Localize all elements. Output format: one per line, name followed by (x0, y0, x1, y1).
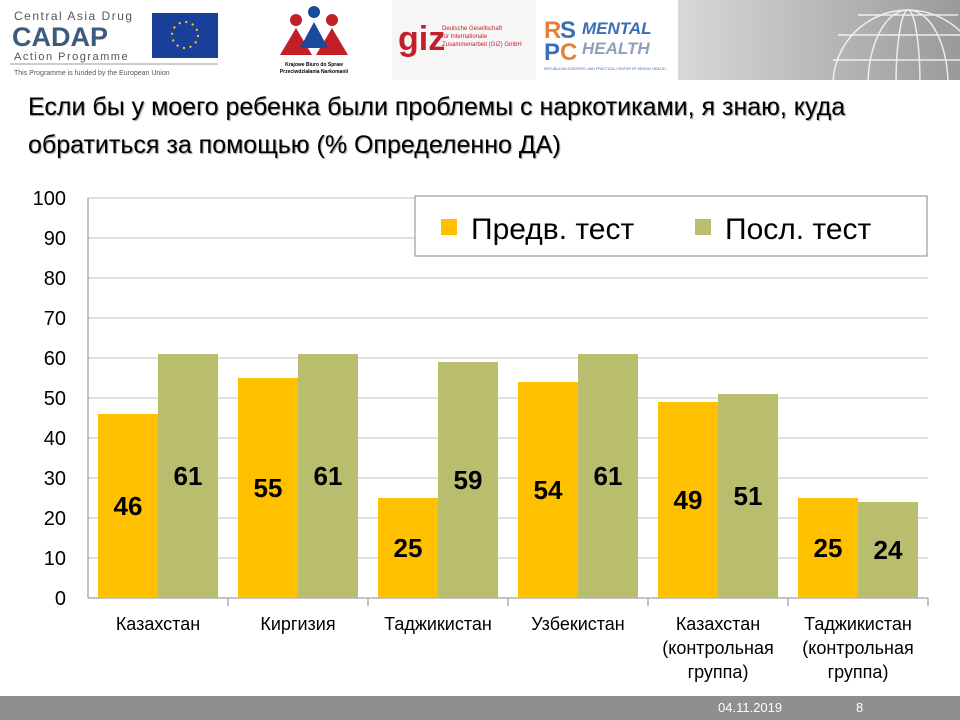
y-tick-label: 50 (44, 388, 66, 410)
legend-swatch (695, 219, 711, 235)
y-tick-label: 100 (33, 188, 66, 210)
slide-title: Если бы у моего ребенка были проблемы с … (28, 93, 846, 159)
bar-pre (518, 382, 578, 598)
y-tick-label: 60 (44, 348, 66, 370)
cadap-line4: This Programme is funded by the European… (14, 70, 170, 77)
data-label: 51 (734, 481, 763, 511)
y-tick-label: 40 (44, 428, 66, 450)
x-tick-label: Таджикистан (384, 614, 492, 634)
x-tick-label: Казахстан (676, 614, 760, 634)
x-tick-label: Казахстан (116, 614, 200, 634)
legend-label: Посл. тест (725, 213, 872, 246)
krajowe-biuro-logo: Krajowe Biuro do Spraw Przeciwdziałania … (262, 0, 362, 80)
data-label: 59 (454, 465, 483, 495)
bar-pre (658, 402, 718, 598)
data-label: 61 (314, 461, 343, 491)
legend-box (414, 195, 928, 257)
bar-post (158, 354, 218, 598)
legend-label: Предв. тест (471, 213, 634, 246)
data-label: 61 (594, 461, 623, 491)
data-label: 54 (534, 475, 563, 505)
y-tick-label: 20 (44, 508, 66, 530)
bar-post (438, 362, 498, 598)
cadap-line2: CADAP (12, 22, 108, 52)
giz-line3: Zusammenarbeit (GIZ) GmbH (442, 42, 522, 48)
giz-logo: giz Deutsche Gesellschaft für Internatio… (392, 0, 536, 80)
legend-swatch (441, 219, 457, 235)
krajowe-line2: Przeciwdziałania Narkomanii (280, 69, 349, 75)
x-tick-label: группа) (688, 662, 749, 682)
data-label: 25 (394, 533, 423, 563)
logo-banner: Central Asia Drug CADAP Action Programme… (0, 0, 680, 80)
rspc-line2: HEALTH (582, 39, 650, 58)
footer-page-number: 8 (856, 700, 864, 715)
footer-bar: 04.11.2019 8 (0, 696, 960, 720)
y-tick-label: 30 (44, 468, 66, 490)
rspc-line3: REPUBLICAN SCIENTIFIC AND PRACTICAL CENT… (544, 67, 666, 71)
cadap-line1: Central Asia Drug (14, 9, 134, 23)
cadap-logo: Central Asia Drug CADAP Action Programme… (0, 0, 222, 80)
cadap-line3: Action Programme (14, 51, 129, 63)
bar-post (858, 502, 918, 598)
x-tick-label: (контрольная (662, 638, 773, 658)
globe-graphic (678, 0, 960, 161)
y-tick-label: 70 (44, 308, 66, 330)
x-tick-label: Узбекистан (531, 614, 625, 634)
y-tick-label: 0 (55, 588, 66, 610)
giz-mark: giz (398, 20, 445, 58)
bar-post (718, 394, 778, 598)
y-tick-label: 80 (44, 268, 66, 290)
rspc-line1: MENTAL (582, 19, 652, 38)
bar-pre (378, 498, 438, 598)
x-tick-label: группа) (828, 662, 889, 682)
x-tick-label: Таджикистан (804, 614, 912, 634)
bar-pre (98, 414, 158, 598)
data-label: 25 (814, 533, 843, 563)
data-label: 49 (674, 485, 703, 515)
bar-post (298, 354, 358, 598)
svg-text:P: P (544, 39, 560, 66)
data-label: 61 (174, 461, 203, 491)
footer-date: 04.11.2019 (718, 700, 783, 715)
bar-pre (798, 498, 858, 598)
bar-post (578, 354, 638, 598)
svg-text:C: C (560, 39, 577, 66)
bar-chart: 0 10 20 30 40 50 60 70 80 90 100 Казахстан 46 61 Кирги… (33, 188, 929, 682)
data-label: 24 (874, 535, 903, 565)
y-tick-label: 90 (44, 228, 66, 250)
krajowe-line1: Krajowe Biuro do Spraw (285, 62, 343, 68)
x-tick-label: (контрольная (802, 638, 913, 658)
y-tick-label: 10 (44, 548, 66, 570)
data-label: 55 (254, 473, 283, 503)
giz-line2: für Internationale (442, 34, 488, 40)
data-label: 46 (114, 491, 143, 521)
bar-pre (238, 378, 298, 598)
x-tick-label: Киргизия (260, 614, 335, 634)
svg-text:R: R (544, 17, 561, 44)
giz-line1: Deutsche Gesellschaft (442, 26, 502, 32)
svg-text:S: S (560, 17, 576, 44)
